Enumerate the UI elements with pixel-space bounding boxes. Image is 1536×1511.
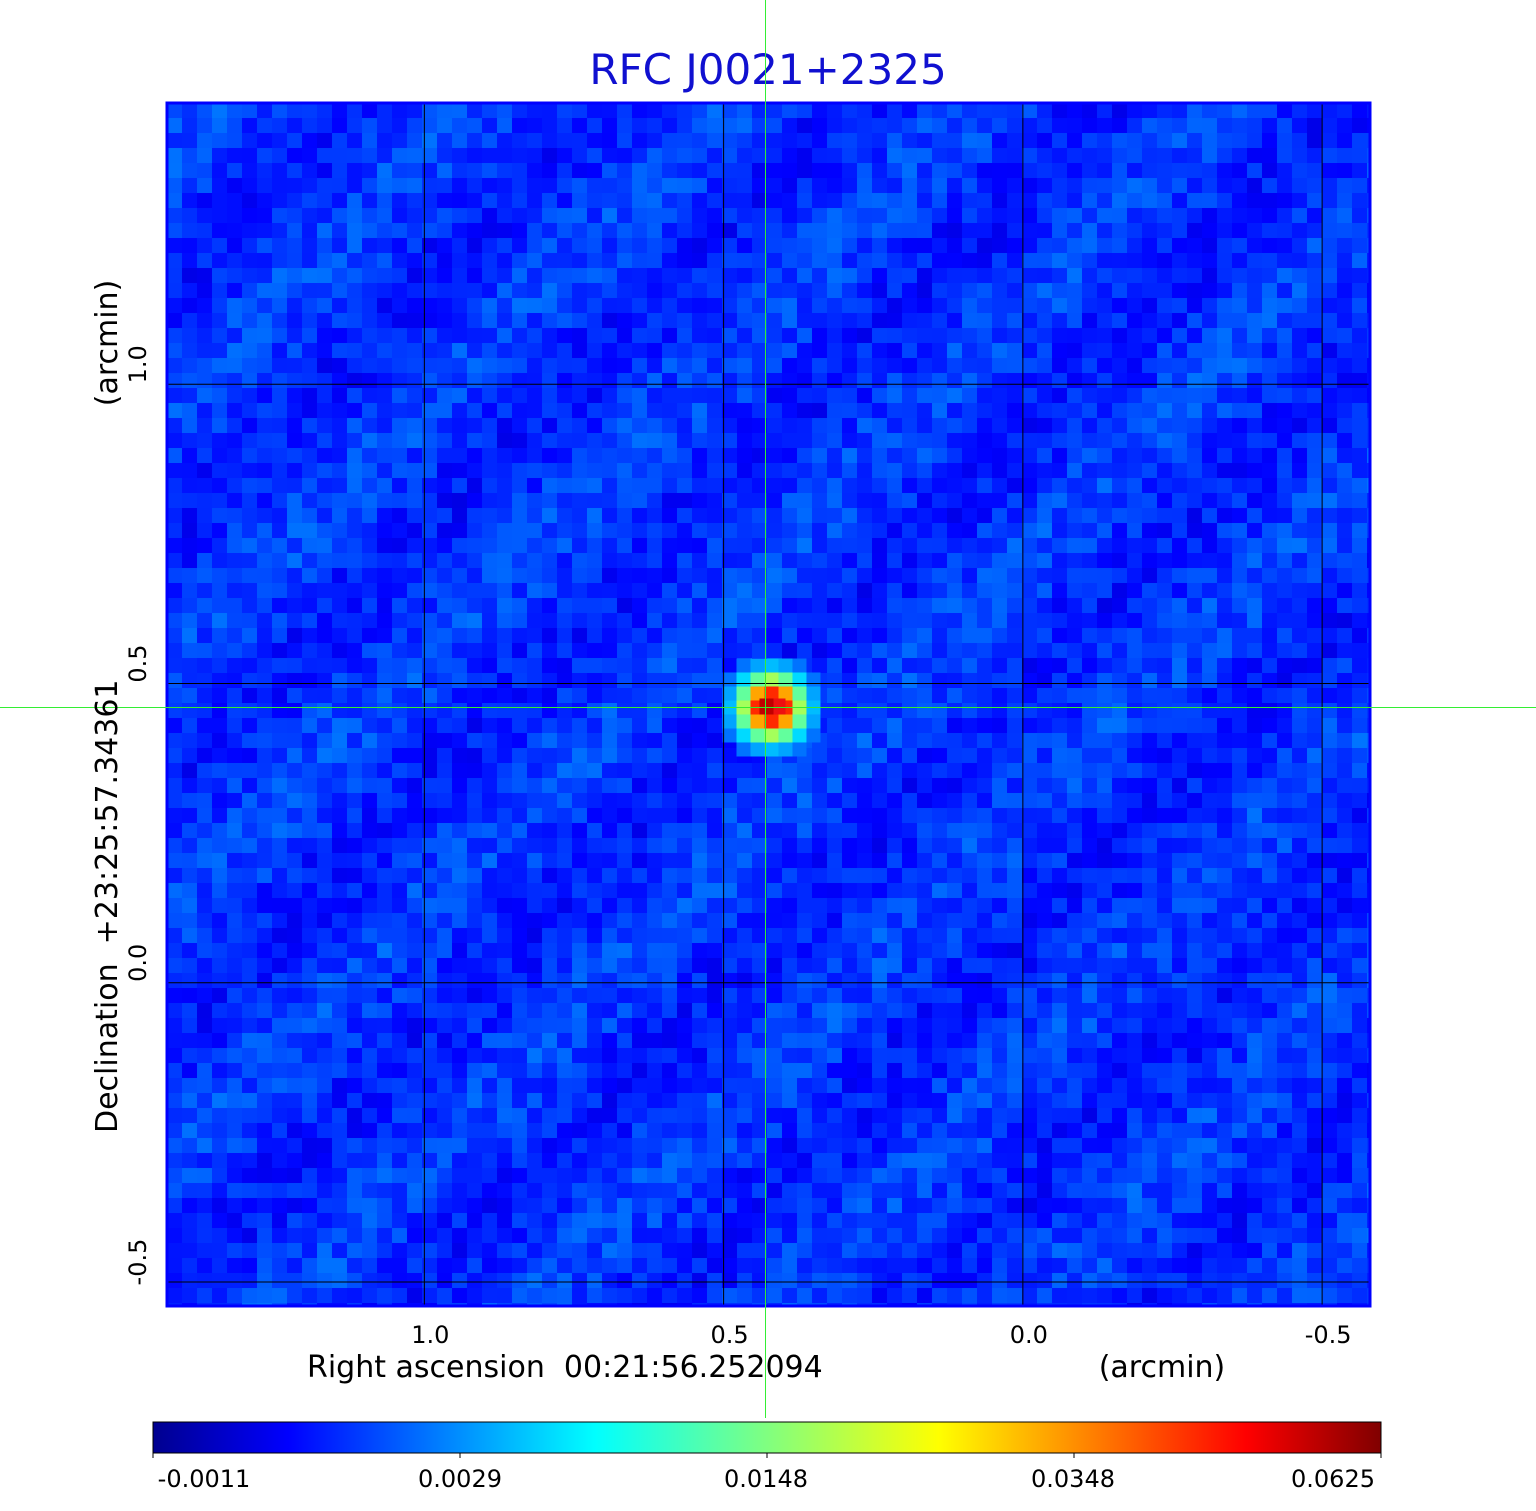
y-tick-label: 0.5 [124, 644, 152, 682]
colorbar-tick-label: 0.0625 [1291, 1465, 1375, 1493]
y-tick-label: 0.0 [124, 944, 152, 982]
colorbar-ticks: -0.0011 0.0029 0.0148 0.0348 0.0625 [152, 1453, 1382, 1493]
colorbar-tick-label: 0.0029 [418, 1465, 502, 1493]
chart-title: RFC J0021+2325 [589, 45, 946, 94]
plot-area [165, 101, 1372, 1308]
y-tick-label: -0.5 [124, 1239, 152, 1286]
y-axis-label: Declination +23:25:57.34361 [90, 679, 125, 1133]
source-blob [722, 658, 821, 757]
heatmap-noise [167, 103, 1370, 1306]
colorbar-gradient [152, 1421, 1382, 1454]
x-tick-label: -0.5 [1305, 1321, 1352, 1349]
colorbar-tick-label: 0.0148 [724, 1465, 808, 1493]
x-axis-ticks: 1.0 0.5 0.0 -0.5 [411, 1321, 1351, 1349]
colorbar-tick-label: -0.0011 [158, 1465, 251, 1493]
x-axis-label: Right ascension 00:21:56.252094 [307, 1350, 823, 1385]
grid-lines [167, 103, 1370, 1306]
y-axis-unit: (arcmin) [90, 280, 125, 407]
x-tick-label: 0.0 [1010, 1321, 1048, 1349]
plot-frame [165, 101, 1372, 1308]
y-tick-label: 1.0 [124, 345, 152, 383]
x-tick-label: 0.5 [711, 1321, 749, 1349]
x-axis-unit: (arcmin) [1099, 1350, 1226, 1385]
crosshair [0, 0, 1536, 1418]
source-peak [759, 698, 774, 715]
colorbar-tick-label: 0.0348 [1031, 1465, 1115, 1493]
y-axis-ticks: 1.0 0.5 0.0 -0.5 [124, 345, 152, 1285]
x-tick-label: 1.0 [411, 1321, 449, 1349]
colorbar: -0.0011 0.0029 0.0148 0.0348 0.0625 [152, 1421, 1382, 1493]
